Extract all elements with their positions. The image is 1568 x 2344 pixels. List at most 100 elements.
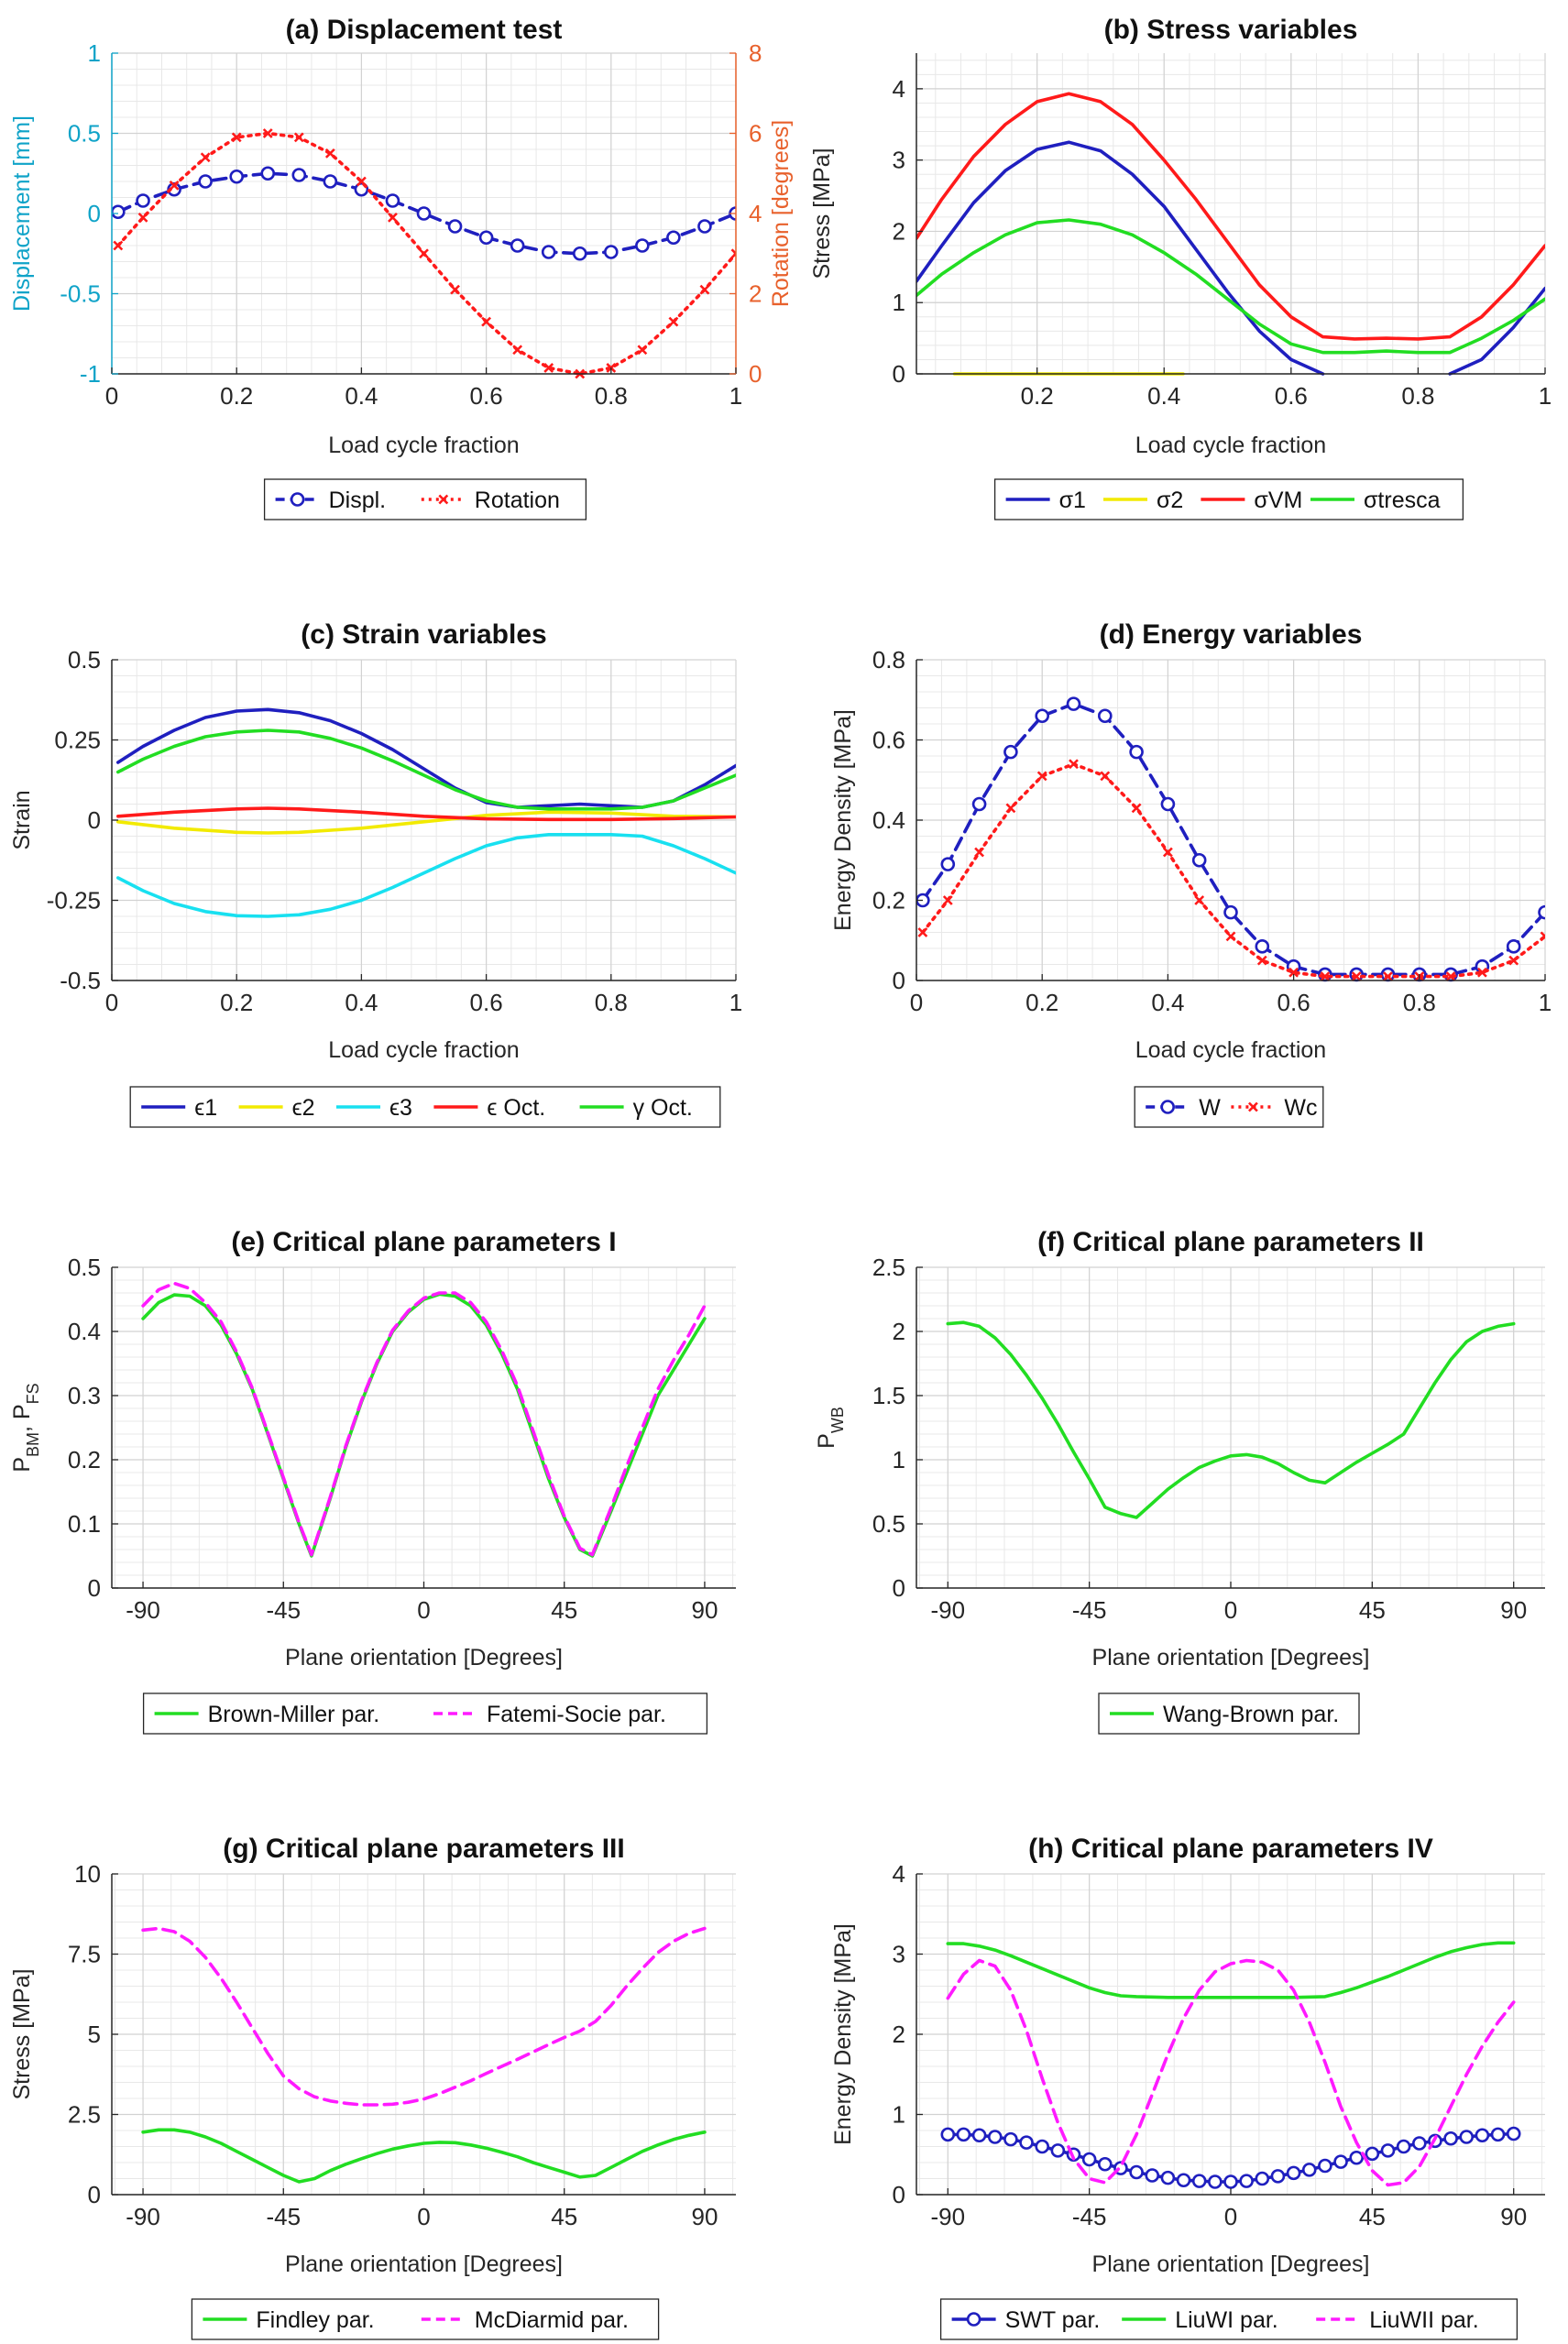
data-point-d-0-19	[1506, 939, 1521, 954]
legend-label: Displ.	[329, 487, 387, 513]
data-point-d-0-9	[1191, 852, 1207, 868]
data-point-a-0-15	[572, 246, 587, 261]
chart-title: (c) Strain variables	[301, 619, 546, 650]
data-point-h-0-2	[971, 2128, 987, 2143]
legend: Findley par. McDiarmid par.	[191, 2298, 660, 2340]
data-point-h-0-18	[1223, 2174, 1238, 2189]
y-tick-label: 2.5	[68, 2101, 101, 2129]
data-point-a-1-6	[293, 132, 304, 143]
x-tick-label: 0.4	[1147, 382, 1180, 410]
legend-box	[142, 1692, 708, 1735]
chart-title: (g) Critical plane parameters III	[223, 1834, 624, 1864]
data-point-d-0-5	[1066, 696, 1081, 711]
y-tick-label: 4	[893, 1860, 905, 1888]
data-point-a-1-2	[169, 180, 180, 191]
y-tick-label: 0.4	[68, 1318, 101, 1345]
legend: SWT par. LiuWI par. LiuWII par.	[939, 2298, 1519, 2340]
data-point-h-0-33	[1459, 2130, 1475, 2144]
legend-box	[263, 478, 587, 520]
x-tick-label: 90	[1500, 1596, 1527, 1624]
data-point-h-0-25	[1333, 2154, 1348, 2169]
data-point-a-1-10	[419, 248, 429, 259]
data-point-d-0-6	[1098, 708, 1113, 724]
data-point-d-1-12	[1288, 967, 1299, 978]
y-tick-label: 2	[893, 2021, 905, 2048]
data-point-h-0-20	[1255, 2171, 1270, 2186]
y-tick-label: 0	[88, 806, 101, 834]
data-point-a-1-0	[113, 240, 124, 251]
legend-label: σ1	[1059, 487, 1086, 513]
series-line-e-1	[141, 1281, 707, 1557]
series-line-c-3	[116, 806, 736, 822]
x-tick-label: 0	[910, 989, 923, 1016]
y2-tick-label: 0	[749, 360, 762, 388]
data-point-h-0-15	[1176, 2173, 1191, 2188]
series-group	[141, 1926, 707, 2184]
data-point-h-0-30	[1412, 2136, 1427, 2151]
x-tick-label: 45	[551, 2203, 577, 2230]
grid	[916, 659, 1546, 981]
legend: Brown-Miller par. Fatemi-Socie par.	[142, 1692, 708, 1735]
y-tick-label: 0.4	[872, 806, 905, 834]
data-point-a-1-20	[730, 248, 736, 259]
grid	[112, 1266, 736, 1589]
data-point-a-1-12	[481, 316, 492, 327]
x-tick-label: 0.6	[1275, 382, 1308, 410]
series-line-c-1	[116, 810, 736, 835]
series-line-h-1	[946, 1941, 1516, 1999]
legend-marker	[1247, 1101, 1258, 1112]
grid	[111, 52, 737, 375]
x-tick-label: 45	[1359, 2203, 1386, 2230]
y-axis-label: Displacement [mm]	[9, 115, 35, 312]
y2-axis-label: Rotation [degrees]	[768, 120, 794, 307]
data-point-d-0-8	[1160, 796, 1176, 812]
x-tick-label: 0.4	[345, 382, 378, 410]
data-point-a-1-19	[699, 284, 710, 295]
data-point-h-0-24	[1318, 2158, 1332, 2174]
legend-label: σVM	[1254, 487, 1302, 513]
x-axis-label: Load cycle fraction	[328, 1037, 519, 1063]
x-tick-label: 0.6	[1277, 989, 1310, 1016]
y-axis-label: Energy Density [MPa]	[830, 709, 856, 931]
series-group	[116, 707, 736, 918]
series-line-h-2	[946, 1958, 1516, 2187]
x-tick-label: 0.6	[470, 382, 503, 410]
y-tick-label: -1	[80, 360, 101, 388]
y2-tick-label: 2	[749, 280, 762, 308]
series-line-g-1	[141, 1926, 707, 2107]
legend-label: Wang-Brown par.	[1163, 1702, 1339, 1727]
data-point-h-0-35	[1490, 2127, 1506, 2142]
legend-label: ϵ3	[389, 1095, 412, 1121]
data-point-d-1-1	[942, 895, 953, 905]
legend-label: Findley par.	[256, 2307, 374, 2333]
y-tick-label: 1	[893, 2101, 905, 2129]
x-tick-label: 0	[105, 989, 118, 1016]
data-point-a-0-5	[260, 166, 276, 181]
series-line-g-0	[141, 2128, 707, 2184]
x-tick-label: 0.6	[470, 989, 503, 1016]
chart-panel-d: 0 0.2 0.4 0.6 0.8 1 0 0.2 0.4 0.6 0.8 (d) Energy va…	[830, 619, 1552, 1128]
chart-title: (d) Energy variables	[1100, 619, 1363, 650]
legend-marker	[290, 492, 305, 507]
y-tick-label: 2.5	[872, 1254, 905, 1281]
data-point-d-1-20	[1540, 931, 1545, 942]
data-point-d-1-11	[1256, 955, 1267, 966]
grid	[916, 1266, 1545, 1589]
y-tick-label: 0	[88, 2181, 101, 2208]
x-tick-label: 0.2	[1025, 989, 1058, 1016]
series-group	[112, 128, 736, 379]
y-tick-label: 0.8	[872, 646, 905, 674]
data-point-a-1-3	[200, 152, 211, 163]
data-point-a-1-11	[450, 284, 460, 295]
data-point-a-1-7	[324, 148, 335, 159]
data-point-h-0-7	[1050, 2143, 1066, 2158]
data-point-d-1-18	[1476, 967, 1487, 978]
data-point-a-0-6	[291, 168, 307, 182]
data-point-h-0-27	[1365, 2146, 1380, 2162]
data-point-h-0-13	[1145, 2168, 1160, 2183]
legend-marker	[438, 494, 449, 505]
data-point-a-0-0	[112, 204, 126, 220]
y-tick-label: 0.5	[872, 1510, 905, 1538]
data-point-h-0-5	[1019, 2135, 1034, 2150]
data-point-h-0-17	[1208, 2174, 1223, 2189]
